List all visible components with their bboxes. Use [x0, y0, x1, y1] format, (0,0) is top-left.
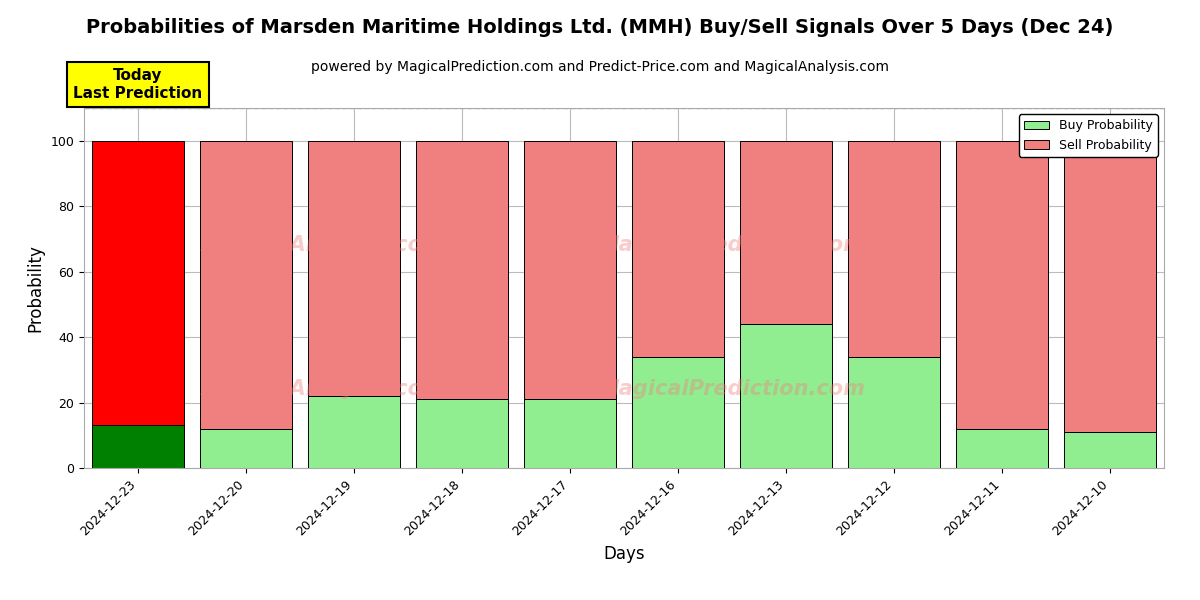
Bar [92, 141, 184, 425]
Bar [956, 429, 1048, 468]
Bar [956, 141, 1048, 429]
Bar [740, 141, 832, 324]
Bar [524, 141, 616, 399]
Legend: Buy Probability, Sell Probability: Buy Probability, Sell Probability [1019, 114, 1158, 157]
Y-axis label: Probability: Probability [26, 244, 44, 332]
Text: Probabilities of Marsden Maritime Holdings Ltd. (MMH) Buy/Sell Signals Over 5 Da: Probabilities of Marsden Maritime Holdin… [86, 18, 1114, 37]
Bar [524, 399, 616, 468]
Bar [1064, 432, 1156, 468]
Bar [308, 141, 400, 396]
Bar [92, 425, 184, 468]
Bar [632, 357, 724, 468]
Bar [740, 324, 832, 468]
X-axis label: Days: Days [604, 545, 644, 563]
Bar [1064, 141, 1156, 432]
Text: MagicalAnalysis.com: MagicalAnalysis.com [199, 235, 444, 255]
Text: MagicalPrediction.com: MagicalPrediction.com [599, 235, 865, 255]
Bar [416, 141, 508, 399]
Text: MagicalAnalysis.com: MagicalAnalysis.com [199, 379, 444, 399]
Text: MagicalPrediction.com: MagicalPrediction.com [599, 379, 865, 399]
Bar [848, 357, 940, 468]
Bar [416, 399, 508, 468]
Text: Today
Last Prediction: Today Last Prediction [73, 68, 203, 101]
Bar [848, 141, 940, 357]
Bar [632, 141, 724, 357]
Text: powered by MagicalPrediction.com and Predict-Price.com and MagicalAnalysis.com: powered by MagicalPrediction.com and Pre… [311, 60, 889, 74]
Bar [200, 429, 292, 468]
Bar [200, 141, 292, 429]
Bar [308, 396, 400, 468]
